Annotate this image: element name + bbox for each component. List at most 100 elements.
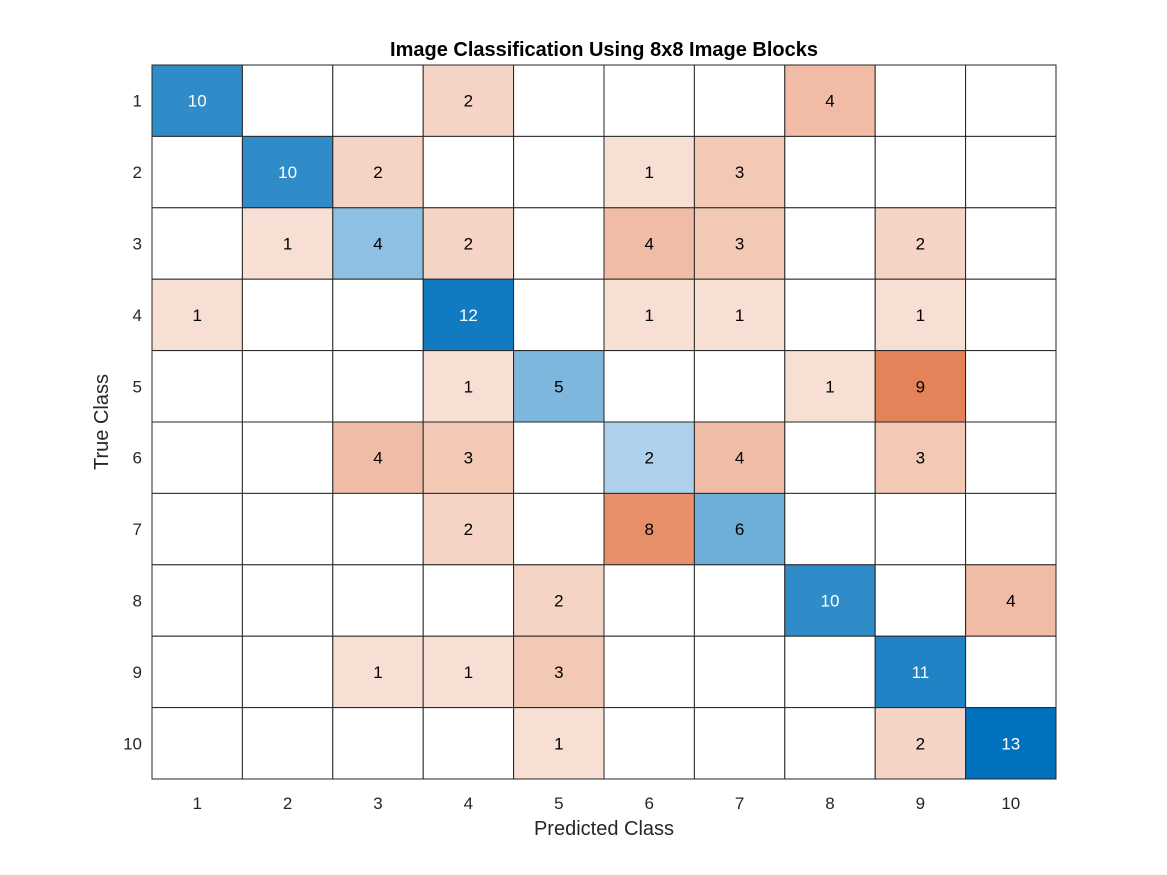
cell-value-label: 3 bbox=[916, 449, 925, 468]
matrix-cell bbox=[513, 64, 605, 137]
matrix-cell bbox=[241, 707, 334, 780]
cell-value-label: 4 bbox=[1006, 592, 1015, 611]
matrix-cell bbox=[241, 278, 334, 352]
matrix-cell bbox=[332, 492, 424, 566]
matrix-cell bbox=[241, 207, 334, 280]
cell-value-label: 1 bbox=[373, 663, 382, 682]
matrix-cell bbox=[784, 707, 876, 780]
x-tick-label: 3 bbox=[373, 794, 382, 813]
matrix-cell bbox=[332, 564, 424, 637]
cell-value-label: 10 bbox=[821, 592, 840, 611]
matrix-cell bbox=[332, 707, 424, 780]
matrix-cell bbox=[513, 135, 605, 209]
cell-value-label: 8 bbox=[644, 520, 653, 539]
cell-value-label: 10 bbox=[278, 163, 297, 182]
matrix-cell bbox=[965, 635, 1057, 709]
matrix-cell bbox=[693, 635, 786, 709]
matrix-cell bbox=[693, 64, 786, 137]
y-tick-label: 8 bbox=[133, 592, 142, 611]
cell-value-label: 2 bbox=[554, 592, 563, 611]
cell-value-label: 3 bbox=[735, 163, 744, 182]
matrix-cell bbox=[241, 64, 334, 137]
cell-value-label: 1 bbox=[464, 663, 473, 682]
matrix-cell bbox=[513, 635, 605, 709]
matrix-cell bbox=[603, 707, 695, 780]
cell-value-label: 2 bbox=[464, 235, 473, 254]
matrix-cell bbox=[784, 278, 876, 352]
matrix-cell bbox=[874, 492, 967, 566]
cell-value-label: 2 bbox=[373, 163, 382, 182]
cell-value-label: 12 bbox=[459, 306, 478, 325]
matrix-cell bbox=[965, 492, 1057, 566]
matrix-cell bbox=[874, 350, 967, 423]
matrix-cell bbox=[241, 350, 334, 423]
matrix-cell bbox=[513, 278, 605, 352]
matrix-cell bbox=[784, 635, 876, 709]
matrix-cell bbox=[965, 707, 1057, 780]
cell-value-label: 1 bbox=[554, 734, 563, 753]
matrix-cell bbox=[874, 421, 967, 494]
matrix-cell bbox=[422, 64, 515, 137]
cell-value-label: 2 bbox=[916, 734, 925, 753]
matrix-cell bbox=[422, 492, 515, 566]
matrix-cell bbox=[874, 64, 967, 137]
matrix-cell bbox=[151, 207, 243, 280]
y-axis-ticks: 1 2 3 4 5 6 7 8 9 10 bbox=[123, 92, 142, 754]
matrix-cell bbox=[603, 421, 695, 494]
matrix-cell bbox=[874, 135, 967, 209]
y-tick-label: 2 bbox=[133, 163, 142, 182]
matrix-cell bbox=[422, 564, 515, 637]
matrix-cell bbox=[693, 707, 786, 780]
matrix-cell bbox=[332, 421, 424, 494]
cell-value-label: 1 bbox=[825, 377, 834, 396]
y-tick-label: 7 bbox=[133, 520, 142, 539]
x-tick-label: 10 bbox=[1001, 794, 1020, 813]
matrix-cell bbox=[965, 421, 1057, 494]
x-tick-label: 6 bbox=[644, 794, 653, 813]
matrix-cell bbox=[965, 207, 1057, 280]
y-tick-label: 9 bbox=[133, 663, 142, 682]
chart-title: Image Classification Using 8x8 Image Blo… bbox=[390, 39, 818, 61]
matrix-cell bbox=[151, 350, 243, 423]
matrix-cell bbox=[603, 278, 695, 352]
x-axis-ticks: 1 2 3 4 5 6 7 8 9 10 bbox=[192, 794, 1020, 813]
cell-value-label: 6 bbox=[735, 520, 744, 539]
matrix-cell bbox=[332, 64, 424, 137]
cell-value-label: 4 bbox=[373, 449, 382, 468]
matrix-cell bbox=[693, 207, 786, 280]
matrix-cell bbox=[784, 64, 876, 137]
matrix-cell bbox=[874, 707, 967, 780]
matrix-cell bbox=[784, 350, 876, 423]
matrix-cell bbox=[874, 564, 967, 637]
cell-value-label: 3 bbox=[735, 235, 744, 254]
cell-value-label: 1 bbox=[283, 235, 292, 254]
cell-value-label: 4 bbox=[373, 235, 382, 254]
matrix-cell bbox=[513, 350, 605, 423]
x-tick-label: 1 bbox=[192, 794, 201, 813]
matrix-cell bbox=[784, 207, 876, 280]
matrix-cell bbox=[151, 635, 243, 709]
x-tick-label: 5 bbox=[554, 794, 563, 813]
matrix-cell bbox=[513, 707, 605, 780]
cell-value-label: 13 bbox=[1001, 734, 1020, 753]
cell-value-label: 4 bbox=[735, 449, 744, 468]
matrix-cell bbox=[874, 635, 967, 709]
matrix-cell bbox=[513, 564, 605, 637]
y-tick-label: 5 bbox=[133, 377, 142, 396]
matrix-cell bbox=[603, 492, 695, 566]
cell-value-label: 1 bbox=[644, 306, 653, 325]
cell-value-label: 4 bbox=[644, 235, 653, 254]
matrix-cell bbox=[241, 492, 334, 566]
cell-value-label: 2 bbox=[464, 92, 473, 111]
cell-value-label: 3 bbox=[464, 449, 473, 468]
cell-value-label: 1 bbox=[735, 306, 744, 325]
cell-value-label: 10 bbox=[188, 92, 207, 111]
matrix-cell bbox=[603, 135, 695, 209]
cell-value-label: 9 bbox=[916, 377, 925, 396]
y-tick-label: 10 bbox=[123, 734, 142, 753]
matrix-cell bbox=[241, 135, 334, 209]
cell-value-label: 1 bbox=[192, 306, 201, 325]
x-axis-title: Predicted Class bbox=[534, 818, 674, 840]
matrix-cell bbox=[603, 564, 695, 637]
